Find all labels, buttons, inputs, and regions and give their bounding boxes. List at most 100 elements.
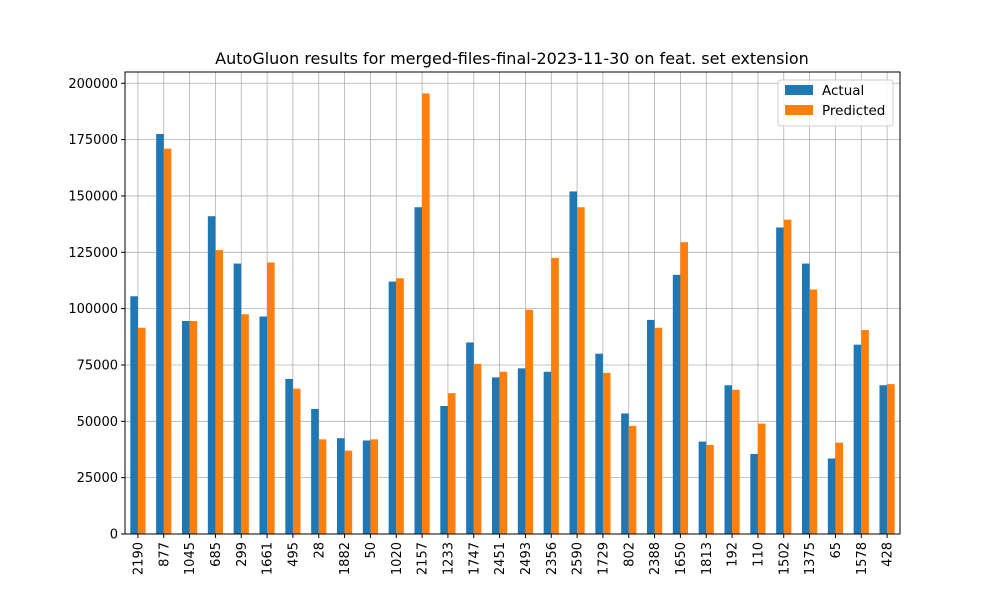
bars bbox=[130, 93, 895, 535]
y-tick-label: 125000 bbox=[68, 246, 118, 261]
y-tick-label: 175000 bbox=[68, 133, 118, 148]
x-tick-label: 1502 bbox=[777, 542, 792, 575]
bar-actual-877 bbox=[156, 133, 164, 534]
x-tick-label: 1650 bbox=[674, 542, 689, 575]
bar-predicted-192 bbox=[732, 389, 740, 534]
bar-actual-495 bbox=[285, 378, 293, 534]
bar-predicted-1813 bbox=[706, 444, 714, 534]
bar-predicted-1882 bbox=[344, 450, 353, 534]
bar-actual-65 bbox=[827, 458, 836, 534]
x-tick-label: 685 bbox=[209, 542, 224, 567]
bar-actual-428 bbox=[879, 385, 888, 534]
x-tick-label: 192 bbox=[726, 542, 741, 567]
x-tick-label: 110 bbox=[751, 542, 766, 567]
bar-predicted-1747 bbox=[473, 363, 482, 534]
bar-predicted-2590 bbox=[577, 207, 585, 534]
x-tick-label: 50 bbox=[364, 542, 379, 559]
bar-predicted-110 bbox=[757, 423, 766, 534]
x-tick-label: 428 bbox=[881, 542, 896, 567]
x-tick-label: 28 bbox=[312, 542, 327, 559]
x-tick-label: 65 bbox=[829, 542, 844, 559]
x-tick-label: 1661 bbox=[261, 542, 276, 575]
x-tick-label: 877 bbox=[157, 542, 172, 567]
plot-frame bbox=[124, 71, 901, 535]
bar-actual-2451 bbox=[491, 377, 500, 534]
bar-actual-1233 bbox=[440, 405, 448, 534]
bar-actual-2157 bbox=[414, 207, 423, 534]
x-tick-label: 802 bbox=[622, 542, 637, 567]
bar-actual-2190 bbox=[130, 296, 138, 534]
x-tick-label: 2451 bbox=[493, 542, 508, 575]
x-tick-label: 1578 bbox=[855, 542, 870, 575]
bar-actual-1375 bbox=[801, 263, 810, 534]
x-tick-label: 1747 bbox=[467, 542, 482, 575]
chart-title: AutoGluon results for merged-files-final… bbox=[215, 49, 809, 68]
x-tick-label: 2157 bbox=[416, 542, 431, 575]
bar-actual-1578 bbox=[853, 344, 862, 534]
bar-actual-2590 bbox=[569, 191, 578, 534]
x-tick-label: 1882 bbox=[338, 542, 353, 575]
bar-predicted-28 bbox=[318, 439, 327, 534]
bar-predicted-65 bbox=[835, 442, 844, 534]
y-tick-label: 0 bbox=[110, 528, 118, 543]
y-tick-label: 50000 bbox=[77, 415, 118, 430]
bar-predicted-2190 bbox=[137, 327, 146, 534]
bar-predicted-1502 bbox=[783, 219, 792, 535]
bar-predicted-2157 bbox=[422, 93, 430, 534]
bar-predicted-1578 bbox=[861, 330, 869, 534]
x-tick-label: 495 bbox=[286, 542, 301, 567]
bar-actual-1882 bbox=[336, 438, 345, 534]
bar-actual-1650 bbox=[672, 274, 681, 534]
bar-predicted-802 bbox=[628, 425, 637, 534]
bar-actual-1747 bbox=[466, 342, 474, 534]
x-tick-label: 1729 bbox=[596, 542, 611, 575]
x-tick-label: 2356 bbox=[545, 542, 560, 575]
bar-predicted-2451 bbox=[499, 371, 508, 534]
x-tick-label: 299 bbox=[235, 542, 250, 567]
bar-actual-2356 bbox=[543, 371, 552, 534]
bar-actual-1729 bbox=[595, 353, 603, 534]
y-tick-label: 25000 bbox=[77, 471, 118, 486]
bar-predicted-685 bbox=[215, 250, 224, 535]
bar-predicted-428 bbox=[887, 384, 895, 534]
bar-actual-685 bbox=[207, 216, 216, 535]
bar-actual-1502 bbox=[776, 227, 784, 534]
bar-predicted-1045 bbox=[189, 321, 198, 534]
bar-actual-1661 bbox=[259, 316, 268, 534]
legend-label-predicted: Predicted bbox=[822, 103, 885, 119]
bar-actual-1020 bbox=[388, 281, 397, 534]
x-tick-label: 1813 bbox=[700, 542, 715, 575]
y-tick-label: 75000 bbox=[77, 358, 118, 373]
x-tick-label: 2493 bbox=[519, 542, 534, 575]
bar-actual-299 bbox=[233, 263, 242, 534]
bar-predicted-50 bbox=[370, 439, 379, 534]
bar-predicted-1729 bbox=[602, 372, 611, 534]
x-tick-label: 2190 bbox=[131, 542, 146, 575]
y-tick-label: 100000 bbox=[68, 302, 118, 317]
bar-predicted-495 bbox=[292, 388, 301, 534]
bar-predicted-299 bbox=[241, 314, 249, 534]
bar-predicted-2388 bbox=[654, 327, 663, 534]
x-axis-ticks: 2190 877 1045 685 299 1661 495 28 1882 50 1020 2157… bbox=[131, 534, 896, 575]
y-tick-label: 200000 bbox=[68, 77, 118, 92]
bar-predicted-2356 bbox=[551, 257, 559, 534]
bar-actual-1813 bbox=[698, 441, 707, 534]
bar-actual-1045 bbox=[181, 321, 190, 534]
bar-actual-50 bbox=[362, 440, 371, 534]
bar-predicted-2493 bbox=[525, 309, 534, 534]
bar-actual-802 bbox=[621, 413, 629, 534]
bar-predicted-1375 bbox=[809, 289, 818, 534]
bar-predicted-1020 bbox=[396, 278, 404, 534]
y-tick-label: 150000 bbox=[68, 189, 118, 204]
bar-actual-2493 bbox=[517, 368, 526, 534]
y-axis-ticks: 0 25000 50000 75000 100000 125000 150000 175000… bbox=[68, 77, 125, 543]
x-tick-label: 1045 bbox=[183, 542, 198, 575]
bar-actual-110 bbox=[750, 453, 758, 534]
x-tick-label: 2590 bbox=[571, 542, 586, 575]
bar-predicted-1650 bbox=[680, 242, 689, 534]
x-tick-label: 1375 bbox=[803, 542, 818, 575]
bar-predicted-877 bbox=[163, 148, 172, 534]
bar-predicted-1661 bbox=[267, 262, 275, 534]
x-tick-label: 1233 bbox=[441, 542, 456, 575]
